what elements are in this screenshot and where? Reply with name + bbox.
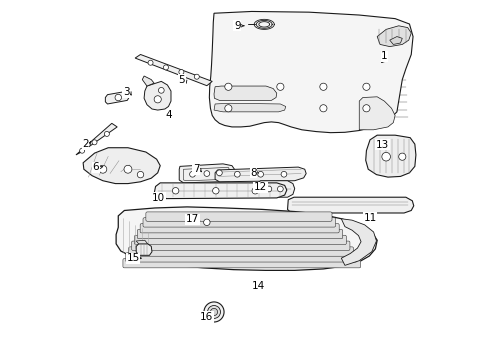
FancyBboxPatch shape xyxy=(142,218,335,227)
Text: 14: 14 xyxy=(252,281,265,291)
Circle shape xyxy=(194,74,199,79)
Circle shape xyxy=(276,83,284,90)
Text: 17: 17 xyxy=(185,215,199,224)
Text: 3: 3 xyxy=(122,87,129,97)
Polygon shape xyxy=(179,164,234,183)
Text: 5: 5 xyxy=(178,75,184,85)
Circle shape xyxy=(104,131,109,136)
Text: 4: 4 xyxy=(165,111,172,121)
Circle shape xyxy=(172,188,179,194)
Text: 6: 6 xyxy=(92,162,99,172)
FancyBboxPatch shape xyxy=(145,212,331,221)
Circle shape xyxy=(179,69,183,75)
Text: 1: 1 xyxy=(380,51,387,61)
FancyBboxPatch shape xyxy=(131,241,349,250)
Text: 8: 8 xyxy=(250,168,256,178)
Text: 16: 16 xyxy=(200,312,213,322)
Polygon shape xyxy=(154,183,286,199)
Circle shape xyxy=(224,83,231,90)
Circle shape xyxy=(137,171,143,178)
Text: 13: 13 xyxy=(375,140,388,150)
Polygon shape xyxy=(136,244,152,255)
Text: 12: 12 xyxy=(253,182,267,192)
Circle shape xyxy=(163,65,168,70)
Text: 7: 7 xyxy=(192,164,199,174)
Circle shape xyxy=(92,140,97,145)
FancyBboxPatch shape xyxy=(137,229,342,239)
Circle shape xyxy=(281,171,286,177)
Polygon shape xyxy=(105,91,129,104)
FancyBboxPatch shape xyxy=(125,253,356,262)
Circle shape xyxy=(277,186,283,192)
FancyBboxPatch shape xyxy=(140,224,339,233)
Polygon shape xyxy=(376,26,410,46)
Polygon shape xyxy=(197,216,215,229)
Polygon shape xyxy=(83,148,160,184)
FancyBboxPatch shape xyxy=(122,258,360,268)
Circle shape xyxy=(362,83,369,90)
FancyBboxPatch shape xyxy=(128,247,353,256)
Polygon shape xyxy=(144,81,171,110)
Circle shape xyxy=(216,170,222,176)
Circle shape xyxy=(189,171,195,177)
Circle shape xyxy=(203,302,224,322)
Circle shape xyxy=(257,171,263,177)
Circle shape xyxy=(203,219,210,226)
Circle shape xyxy=(319,105,326,112)
Circle shape xyxy=(381,152,389,161)
Polygon shape xyxy=(209,12,412,133)
Polygon shape xyxy=(389,37,402,44)
Polygon shape xyxy=(341,219,376,265)
Polygon shape xyxy=(359,97,394,130)
Polygon shape xyxy=(135,54,212,86)
Polygon shape xyxy=(214,86,276,100)
Circle shape xyxy=(158,87,164,93)
Circle shape xyxy=(115,94,121,101)
Circle shape xyxy=(80,148,84,153)
Polygon shape xyxy=(142,76,154,86)
Circle shape xyxy=(319,83,326,90)
Circle shape xyxy=(251,188,258,194)
Polygon shape xyxy=(116,207,376,270)
Circle shape xyxy=(224,105,231,112)
Text: 2: 2 xyxy=(82,139,89,149)
Polygon shape xyxy=(215,167,305,182)
Circle shape xyxy=(207,306,220,319)
Polygon shape xyxy=(214,103,285,112)
Circle shape xyxy=(265,186,271,192)
Text: 15: 15 xyxy=(126,253,140,263)
Circle shape xyxy=(124,165,132,173)
Polygon shape xyxy=(255,181,294,197)
Polygon shape xyxy=(287,197,413,213)
Polygon shape xyxy=(365,135,415,177)
Text: 9: 9 xyxy=(234,21,240,31)
Text: 11: 11 xyxy=(363,213,376,222)
Circle shape xyxy=(398,153,405,160)
Circle shape xyxy=(210,309,217,316)
Polygon shape xyxy=(76,123,117,155)
Circle shape xyxy=(362,105,369,112)
Polygon shape xyxy=(197,209,208,216)
Circle shape xyxy=(154,96,161,103)
Text: 10: 10 xyxy=(152,193,164,203)
Circle shape xyxy=(212,188,219,194)
Circle shape xyxy=(148,60,153,65)
FancyBboxPatch shape xyxy=(134,235,346,244)
Circle shape xyxy=(99,165,106,173)
Polygon shape xyxy=(136,240,147,244)
Circle shape xyxy=(234,171,240,177)
Circle shape xyxy=(203,171,209,176)
